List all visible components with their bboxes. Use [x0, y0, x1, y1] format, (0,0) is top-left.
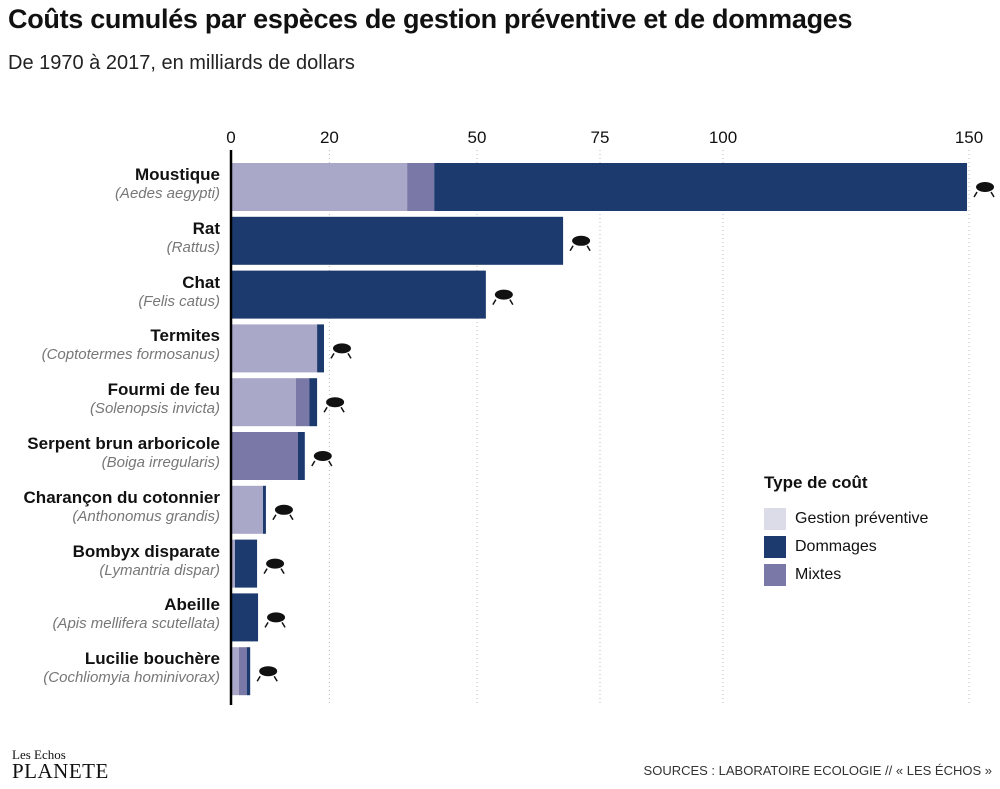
moth-icon	[263, 558, 285, 574]
category-name: Bombyx disparate	[72, 541, 220, 561]
legend-swatch	[764, 508, 786, 530]
snake-icon	[311, 451, 333, 467]
species-name: (Aedes aegypti)	[114, 185, 220, 202]
bar-damages	[262, 485, 266, 534]
bar-preventive	[231, 324, 318, 373]
weevil-icon	[272, 504, 294, 521]
species-name: (Apis mellifera scutellata)	[52, 615, 220, 633]
bar-damages	[317, 324, 324, 373]
fly-icon	[256, 666, 278, 682]
bar-mixed	[238, 647, 247, 696]
ant-icon	[323, 397, 345, 413]
category-name: Charançon du cotonnier	[23, 487, 220, 507]
category-name: Rat	[192, 218, 220, 238]
category-label: Fourmi de feu (Solenopsis invicta)	[90, 380, 220, 417]
tick-label: 0	[226, 128, 235, 147]
category-label: Lucilie bouchère (Cochliomyia hominivorax…	[43, 649, 220, 686]
cat-icon	[492, 289, 514, 305]
species-name: (Coptotermes formosanus)	[41, 346, 220, 364]
bar-damages	[231, 270, 486, 319]
species-name: (Boiga irregularis)	[101, 454, 220, 471]
bar-preventive	[231, 647, 239, 696]
species-name: (Felis catus)	[138, 292, 220, 310]
category-name: Fourmi de feu	[107, 380, 220, 400]
rat-icon	[569, 235, 591, 252]
termite-icon	[330, 343, 352, 359]
tick-label: 20	[320, 128, 339, 147]
species-name: (Rattus)	[166, 238, 220, 256]
category-label: Serpent brun arboricole (Boiga irregulari…	[27, 434, 220, 471]
species-name: (Solenopsis invicta)	[89, 400, 220, 418]
legend-swatch	[764, 536, 786, 558]
bar-damages	[246, 647, 251, 696]
chart-subtitle: De 1970 à 2017, en milliards de dollars	[8, 52, 355, 74]
tick-label: 75	[591, 128, 610, 147]
bar-damages	[297, 432, 305, 480]
category-label: Charançon du cotonnier (Anthonomus grandi…	[24, 488, 220, 525]
category-name: Moustique	[135, 165, 220, 184]
chart-title: Coûts cumulés par espèces de gestion pré…	[8, 4, 853, 34]
logo-top: Les Echos	[12, 747, 66, 762]
category-name: Serpent brun arboricole	[27, 434, 220, 453]
category-label: Moustique (Aedes aegypti)	[115, 165, 220, 202]
legend-item: Gestion préventive	[764, 505, 928, 533]
les-echos-planete-logo: Les Echos PLANETE	[12, 748, 109, 782]
legend-label: Mixtes	[795, 566, 842, 583]
category-label: Abeille (Apis mellifera scutellata)	[52, 595, 220, 632]
sources: SOURCES : LABORATOIRE ECOLOGIE // « LES …	[643, 763, 992, 778]
category-label: Rat (Rattus)	[167, 219, 220, 256]
legend-title: Type de coût	[764, 473, 868, 492]
category-label: Chat (Felis catus)	[138, 273, 220, 310]
bar-damages	[234, 539, 258, 588]
bar-preventive	[231, 485, 263, 534]
legend-item: Dommages	[764, 533, 928, 561]
legend: Type de coût Gestion préventive Dommages M…	[764, 473, 928, 589]
bee-icon	[264, 612, 286, 628]
bar-damages	[434, 163, 968, 211]
legend-label: Gestion préventive	[795, 510, 929, 527]
tick-label: 50	[468, 128, 487, 147]
category-label: Bombyx disparate (Lymantria dispar)	[73, 542, 220, 579]
category-name: Abeille	[164, 595, 220, 615]
category-name: Chat	[182, 272, 220, 292]
bar-mixed	[231, 432, 298, 480]
tick-label: 150	[955, 128, 983, 147]
species-name: (Cochliomyia hominivorax)	[43, 669, 220, 687]
bar-mixed	[407, 163, 435, 211]
bar-preventive	[231, 539, 235, 588]
category-name: Termites	[150, 326, 220, 346]
logo-bottom: PLANETE	[12, 759, 109, 783]
mosquito-icon	[973, 182, 995, 198]
species-name: (Anthonomus grandis)	[72, 507, 220, 525]
bar-preventive	[231, 378, 296, 427]
legend-item: Mixtes	[764, 561, 928, 589]
bar-damages	[231, 593, 259, 642]
legend-label: Dommages	[795, 538, 877, 555]
bar-damages	[231, 216, 564, 265]
category-label: Termites (Coptotermes formosanus)	[42, 326, 220, 363]
bar-mixed	[295, 378, 310, 427]
bar-preventive	[231, 163, 408, 211]
bar-damages	[309, 378, 318, 427]
tick-label: 100	[709, 128, 737, 147]
category-name: Lucilie bouchère	[84, 649, 220, 669]
species-name: (Lymantria dispar)	[99, 561, 220, 579]
legend-swatch	[764, 564, 786, 586]
